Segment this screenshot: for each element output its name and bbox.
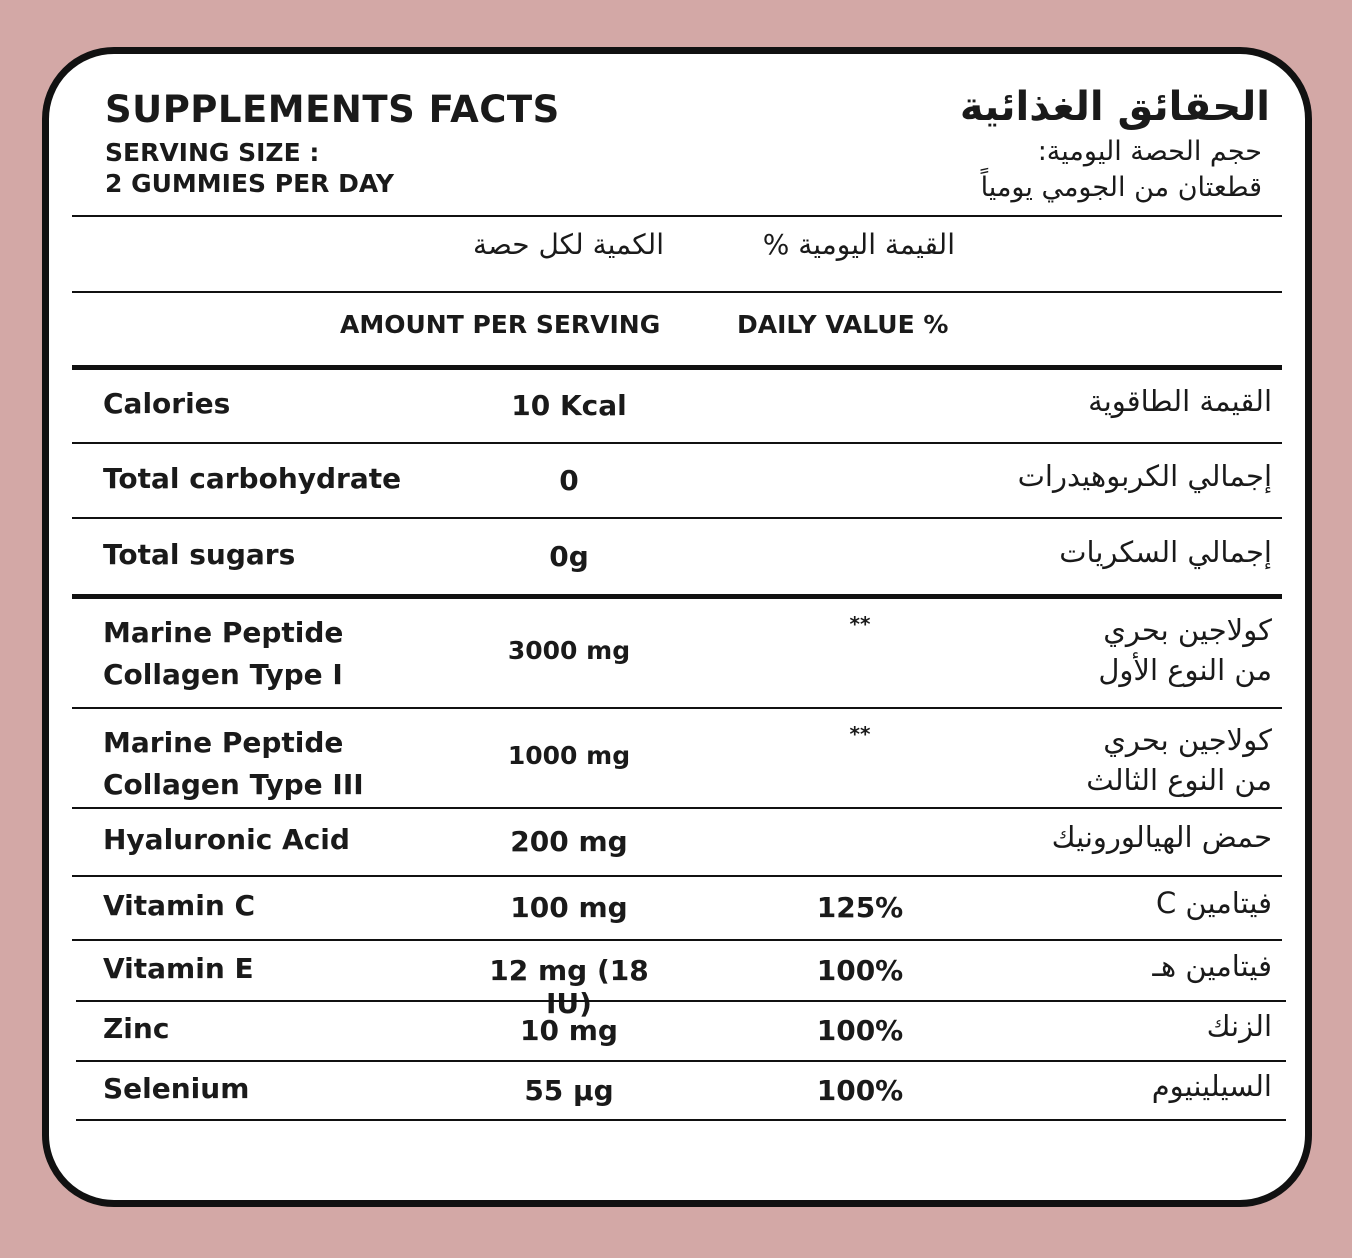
arabic-serving-value: قطعتان من الجومي يومياً	[980, 172, 1262, 203]
nutrient-name: Calories	[103, 386, 231, 420]
divider	[72, 517, 1282, 519]
table-row: Marine Peptide Collagen Type I 3000 mg ** كو…	[72, 600, 1286, 708]
table-row: Marine Peptide Collagen Type III 1000 mg **…	[72, 710, 1286, 808]
daily-value: **	[849, 612, 871, 636]
table-row: Total carbohydrate 0 إجمالي الكربوهيدرات	[72, 445, 1286, 518]
nutrient-amount: 1000 mg	[507, 741, 631, 770]
nutrient-amount: 200 mg	[510, 825, 628, 858]
table-row: Vitamin C 100 mg 125% فيتامين C	[72, 878, 1286, 940]
serving-size-value: 2 GUMMIES PER DAY	[105, 169, 394, 198]
divider	[72, 807, 1282, 809]
daily-value: 100%	[816, 1014, 904, 1047]
nutrient-name: Hyaluronic Acid	[103, 823, 350, 856]
divider	[72, 291, 1282, 293]
daily-value: 100%	[816, 953, 904, 987]
serving-size-label: SERVING SIZE :	[105, 138, 320, 167]
arabic-nutrient-name: كولاجين بحري	[1103, 613, 1272, 647]
arabic-nutrient-name: السيلينيوم	[1151, 1068, 1272, 1103]
divider-thick	[72, 365, 1282, 370]
nutrient-name: Marine Peptide	[103, 726, 344, 759]
arabic-nutrient-name-line2: من النوع الثالث	[1086, 763, 1272, 797]
divider	[72, 707, 1282, 709]
arabic-nutrient-name: الزنك	[1206, 1009, 1272, 1043]
nutrient-amount: 100 mg	[510, 891, 628, 924]
arabic-nutrient-name: القيمة الطاقوية	[1088, 383, 1272, 418]
divider	[76, 1119, 1286, 1121]
nutrient-name: Marine Peptide	[103, 616, 344, 649]
divider	[76, 1000, 1286, 1002]
table-row: Selenium 55 µg 100% السيلينيوم	[72, 1063, 1286, 1120]
arabic-nutrient-name: إجمالي السكريات	[1059, 534, 1272, 569]
panel-title: SUPPLEMENTS FACTS	[105, 88, 560, 131]
arabic-amount-header: الكمية لكل حصة	[472, 228, 664, 261]
nutrient-name: Vitamin C	[103, 889, 256, 922]
divider	[72, 215, 1282, 217]
arabic-daily-value-header: القيمة اليومية %	[762, 228, 955, 261]
table-row: Hyaluronic Acid 200 mg حمض الهيالورونيك	[72, 810, 1286, 876]
nutrient-name: Total sugars	[103, 537, 296, 571]
nutrient-amount: 10 Kcal	[511, 388, 627, 422]
daily-value: 125%	[816, 891, 904, 924]
nutrient-name: Total carbohydrate	[103, 461, 402, 495]
nutrient-amount: 55 µg	[524, 1073, 614, 1107]
nutrient-amount: 3000 mg	[507, 636, 631, 665]
table-row: Zinc 10 mg 100% الزنك	[72, 1003, 1286, 1061]
supplement-facts-panel	[42, 47, 1312, 1207]
divider	[72, 939, 1282, 941]
nutrient-amount: 10 mg	[520, 1014, 618, 1047]
nutrient-name: Zinc	[103, 1012, 170, 1045]
nutrient-amount: 0g	[549, 539, 589, 573]
nutrient-name: Vitamin E	[103, 951, 254, 985]
arabic-nutrient-name: فيتامين C	[1155, 886, 1272, 920]
daily-value: **	[849, 722, 871, 746]
divider	[72, 442, 1282, 444]
daily-value: 100%	[816, 1073, 904, 1107]
arabic-nutrient-name: فيتامين هـ	[1152, 948, 1272, 983]
arabic-serving-label: حجم الحصة اليومية:	[1037, 136, 1262, 167]
arabic-nutrient-name: كولاجين بحري	[1103, 723, 1272, 757]
table-row: Calories 10 Kcal القيمة الطاقوية	[72, 370, 1286, 443]
table-row: Vitamin E 12 mg (18 IU) 100% فيتامين هـ	[72, 942, 1286, 1020]
nutrient-name-line2: Collagen Type I	[103, 658, 343, 691]
arabic-nutrient-name-line2: من النوع الأول	[1098, 653, 1272, 687]
arabic-nutrient-name: حمض الهيالورونيك	[1051, 820, 1272, 854]
nutrient-amount: 0	[559, 463, 579, 497]
amount-header: AMOUNT PER SERVING	[340, 310, 661, 339]
nutrient-name-line2: Collagen Type III	[103, 768, 364, 801]
divider	[72, 594, 1282, 599]
daily-value-header: DAILY VALUE %	[737, 310, 949, 339]
nutrient-name: Selenium	[103, 1071, 250, 1105]
divider	[72, 875, 1282, 877]
arabic-panel-title: الحقائق الغذائية	[959, 84, 1270, 130]
table-row: Total sugars 0g إجمالي السكريات	[72, 520, 1286, 595]
nutrient-amount: 12 mg (18 IU)	[489, 953, 649, 1020]
arabic-nutrient-name: إجمالي الكربوهيدرات	[1017, 458, 1272, 493]
divider	[76, 1060, 1286, 1062]
